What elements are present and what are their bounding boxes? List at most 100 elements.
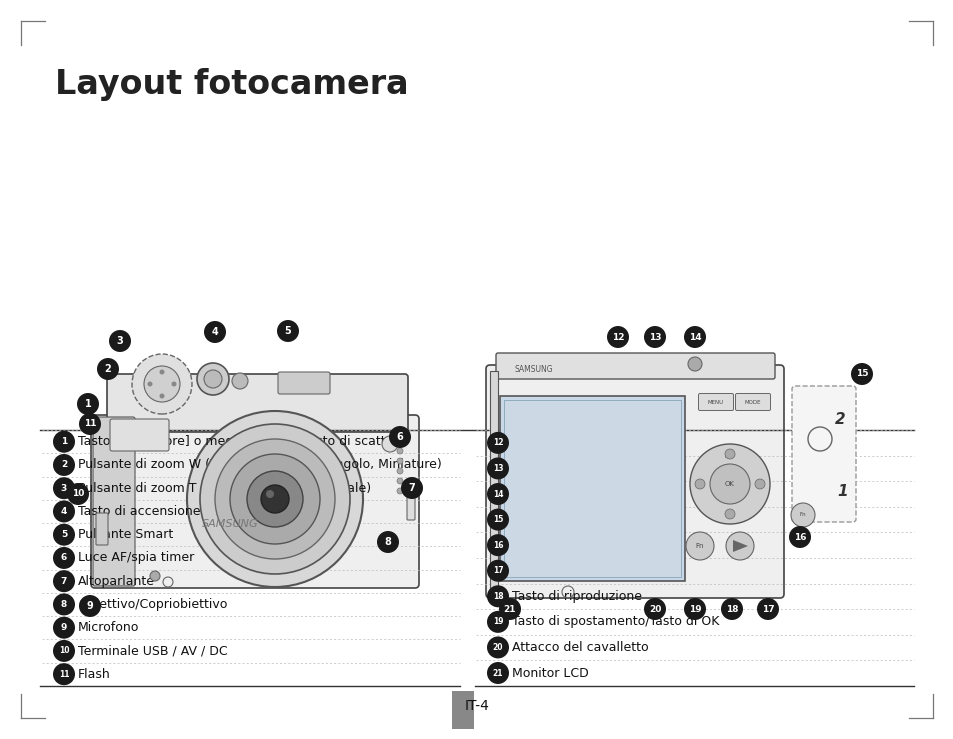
Circle shape (150, 571, 160, 581)
Text: 3: 3 (116, 336, 123, 346)
Text: 15: 15 (855, 370, 867, 378)
Circle shape (486, 662, 509, 684)
Text: Coperchio della batteria: Coperchio della batteria (512, 565, 662, 577)
Text: 18: 18 (725, 605, 738, 613)
Text: 12: 12 (493, 438, 503, 447)
Text: Altoparlante: Altoparlante (78, 575, 154, 588)
Circle shape (709, 464, 749, 504)
Bar (110, 421, 405, 431)
Circle shape (53, 524, 75, 545)
Circle shape (486, 534, 509, 556)
Circle shape (187, 411, 363, 587)
Text: 21: 21 (503, 605, 516, 613)
FancyBboxPatch shape (277, 372, 330, 394)
Text: Terminale USB / AV / DC: Terminale USB / AV / DC (78, 644, 228, 658)
Circle shape (606, 326, 628, 348)
Text: 15: 15 (493, 515, 502, 524)
Text: 13: 13 (648, 333, 660, 341)
Circle shape (396, 458, 402, 464)
Text: Pulsante MODE: Pulsante MODE (512, 488, 607, 500)
Text: 13: 13 (493, 464, 503, 473)
Circle shape (148, 381, 152, 386)
Text: OK: OK (724, 481, 734, 487)
Text: MENU: MENU (707, 400, 723, 404)
Text: 20: 20 (648, 605, 660, 613)
Circle shape (53, 431, 75, 453)
Circle shape (643, 326, 665, 348)
Circle shape (53, 477, 75, 500)
Circle shape (486, 432, 509, 454)
Text: 8: 8 (384, 537, 391, 547)
Circle shape (132, 354, 192, 414)
Text: DISP: DISP (723, 454, 735, 458)
Text: 9: 9 (87, 601, 93, 611)
Circle shape (144, 366, 180, 402)
Text: IT-4: IT-4 (464, 699, 489, 713)
Circle shape (79, 413, 101, 435)
Circle shape (695, 479, 704, 489)
FancyBboxPatch shape (496, 353, 774, 379)
Text: 4: 4 (212, 327, 218, 337)
Text: 9: 9 (61, 623, 67, 632)
Circle shape (396, 448, 402, 454)
Text: 17: 17 (760, 605, 774, 613)
Circle shape (724, 509, 734, 519)
Text: 21: 21 (493, 669, 503, 678)
FancyBboxPatch shape (110, 419, 169, 451)
Text: 2: 2 (105, 364, 112, 374)
Text: Occhiello della cinghia: Occhiello della cinghia (512, 513, 653, 526)
Circle shape (232, 373, 248, 389)
Circle shape (724, 449, 734, 459)
Circle shape (643, 598, 665, 620)
Circle shape (486, 611, 509, 633)
Circle shape (53, 571, 75, 592)
Circle shape (109, 330, 131, 352)
Text: SAMSUNG: SAMSUNG (201, 519, 258, 529)
Text: 18: 18 (492, 592, 503, 601)
Circle shape (396, 468, 402, 474)
Circle shape (486, 559, 509, 582)
Polygon shape (732, 540, 747, 552)
Circle shape (79, 595, 101, 617)
Circle shape (754, 479, 764, 489)
Circle shape (77, 393, 99, 415)
Circle shape (53, 547, 75, 569)
Circle shape (53, 616, 75, 638)
Circle shape (683, 598, 705, 620)
Circle shape (53, 640, 75, 662)
Text: 16: 16 (493, 541, 503, 550)
Text: Pulsante Fn / Elimina: Pulsante Fn / Elimina (512, 539, 642, 551)
Circle shape (261, 485, 289, 513)
Text: Luce AF/spia timer: Luce AF/spia timer (78, 551, 194, 565)
Text: Fn: Fn (695, 543, 703, 549)
Circle shape (230, 454, 319, 544)
Text: 2: 2 (61, 460, 67, 469)
Bar (503, 400, 680, 577)
FancyBboxPatch shape (92, 417, 135, 586)
Text: 19: 19 (688, 605, 700, 613)
Circle shape (214, 439, 335, 559)
Circle shape (196, 363, 229, 395)
Text: 2: 2 (834, 412, 844, 426)
Text: 11: 11 (59, 670, 70, 678)
Circle shape (720, 598, 742, 620)
Circle shape (725, 532, 753, 560)
Text: 19: 19 (493, 617, 503, 627)
Text: 5: 5 (61, 530, 67, 539)
Circle shape (97, 358, 119, 380)
Text: Attacco del cavalletto: Attacco del cavalletto (512, 641, 648, 654)
Circle shape (396, 488, 402, 494)
Text: Tasto [Otturatore] o meglio definito tasto di scatto: Tasto [Otturatore] o meglio definito tas… (78, 435, 393, 449)
Circle shape (486, 585, 509, 607)
Text: Microfono: Microfono (78, 621, 139, 634)
Circle shape (204, 321, 226, 343)
Text: Fn: Fn (799, 513, 805, 517)
Circle shape (53, 500, 75, 522)
Text: Tasto di accensione (POWER): Tasto di accensione (POWER) (78, 505, 260, 518)
FancyBboxPatch shape (485, 365, 783, 598)
Bar (490, 371, 497, 591)
Circle shape (247, 471, 303, 527)
FancyBboxPatch shape (96, 513, 108, 545)
Text: 20: 20 (493, 643, 503, 652)
Circle shape (790, 503, 814, 527)
